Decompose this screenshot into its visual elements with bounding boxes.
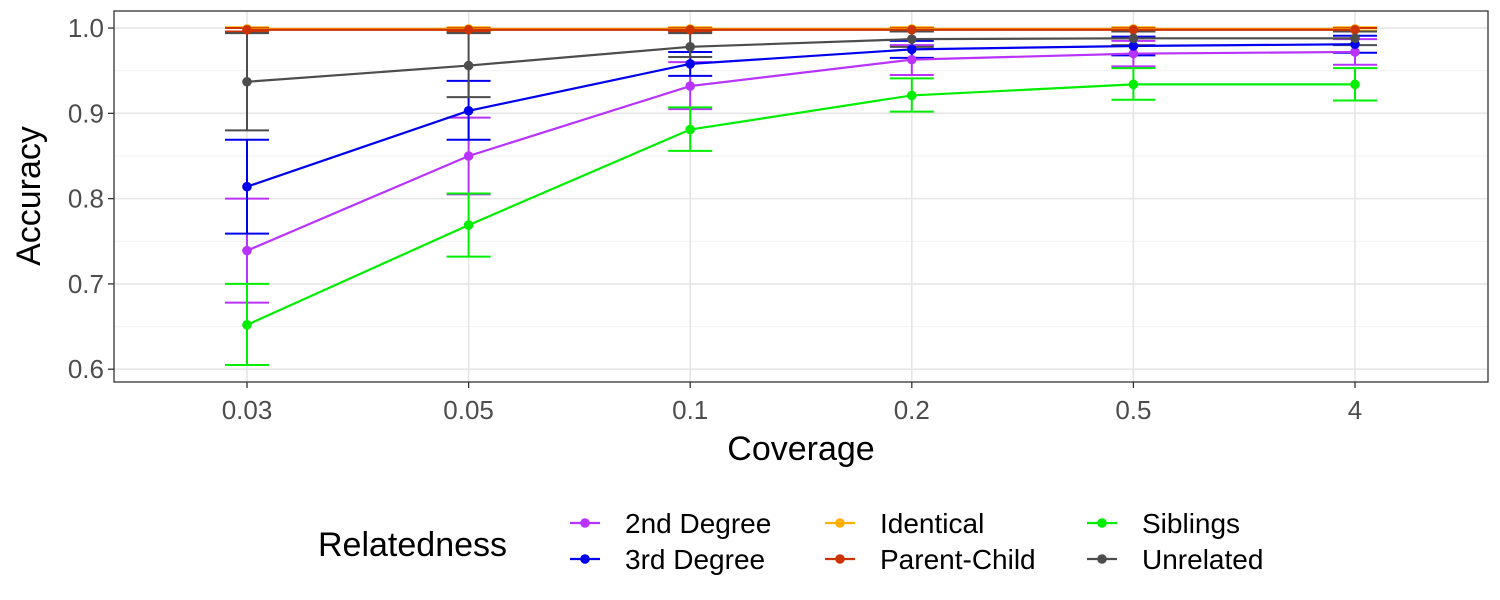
y-axis: 0.6 0.7 0.8 0.9 1.0	[68, 13, 114, 384]
data-point	[463, 220, 474, 230]
data-point	[242, 181, 252, 192]
data-point	[907, 44, 917, 55]
legend-label: 2nd Degree	[625, 508, 771, 539]
data-point	[1128, 79, 1139, 90]
x-tick-label: 0.5	[1115, 395, 1151, 425]
series-lines	[246, 27, 1356, 326]
data-point	[1350, 79, 1360, 90]
data-point	[907, 34, 917, 44]
data-point	[1350, 33, 1360, 44]
data-point	[685, 42, 695, 52]
data-point	[242, 24, 252, 35]
data-point	[685, 59, 695, 69]
y-tick-label: 0.8	[68, 184, 104, 214]
data-point	[242, 320, 252, 330]
panel-border	[113, 10, 1489, 383]
legend-key	[1087, 554, 1117, 564]
series-line	[246, 50, 1356, 252]
x-axis: 0.03 0.05 0.1 0.2 0.5 4	[222, 382, 1362, 425]
data-point	[1350, 24, 1360, 35]
y-tick-label: 0.7	[68, 269, 104, 299]
data-point	[685, 24, 695, 35]
y-axis-title: Accuracy	[10, 126, 48, 266]
x-tick-label: 0.1	[672, 395, 708, 425]
series-points	[242, 24, 1360, 330]
data-point	[463, 24, 474, 35]
y-tick-label: 0.6	[68, 354, 104, 384]
legend-key	[570, 518, 600, 528]
legend-key	[825, 554, 855, 564]
data-point	[685, 81, 695, 91]
x-tick-label: 4	[1348, 395, 1362, 425]
legend-label: Parent-Child	[880, 544, 1036, 575]
legend-key	[1087, 518, 1117, 528]
legend-title: Relatedness	[318, 526, 507, 564]
data-point	[685, 124, 695, 135]
data-point	[907, 54, 917, 65]
data-point	[1128, 48, 1139, 59]
y-tick-label: 1.0	[68, 13, 104, 43]
data-point	[463, 60, 474, 71]
legend-label: Identical	[880, 508, 984, 539]
series-line	[246, 43, 1356, 188]
data-point	[242, 76, 252, 87]
data-point	[463, 105, 474, 116]
x-tick-label: 0.03	[222, 395, 273, 425]
data-point	[1128, 33, 1139, 44]
x-tick-label: 0.2	[894, 395, 930, 425]
data-point	[242, 245, 252, 256]
data-point	[1350, 47, 1360, 57]
legend-label: 3rd Degree	[625, 544, 765, 575]
legend-label: Siblings	[1142, 508, 1240, 539]
legend-key	[570, 554, 600, 564]
legend-label: Unrelated	[1142, 544, 1263, 575]
data-point	[907, 24, 917, 35]
data-point	[1128, 41, 1139, 51]
data-point	[1128, 24, 1139, 35]
series-line	[246, 83, 1355, 326]
data-point	[907, 90, 917, 101]
x-axis-title: Coverage	[727, 430, 874, 468]
data-point	[463, 151, 474, 161]
y-tick-label: 0.9	[68, 98, 104, 128]
legend: Relatedness 2nd Degree 3rd Degree Identica…	[318, 508, 1263, 575]
series-line	[246, 37, 1355, 83]
legend-key	[825, 518, 855, 528]
x-tick-label: 0.05	[443, 395, 494, 425]
